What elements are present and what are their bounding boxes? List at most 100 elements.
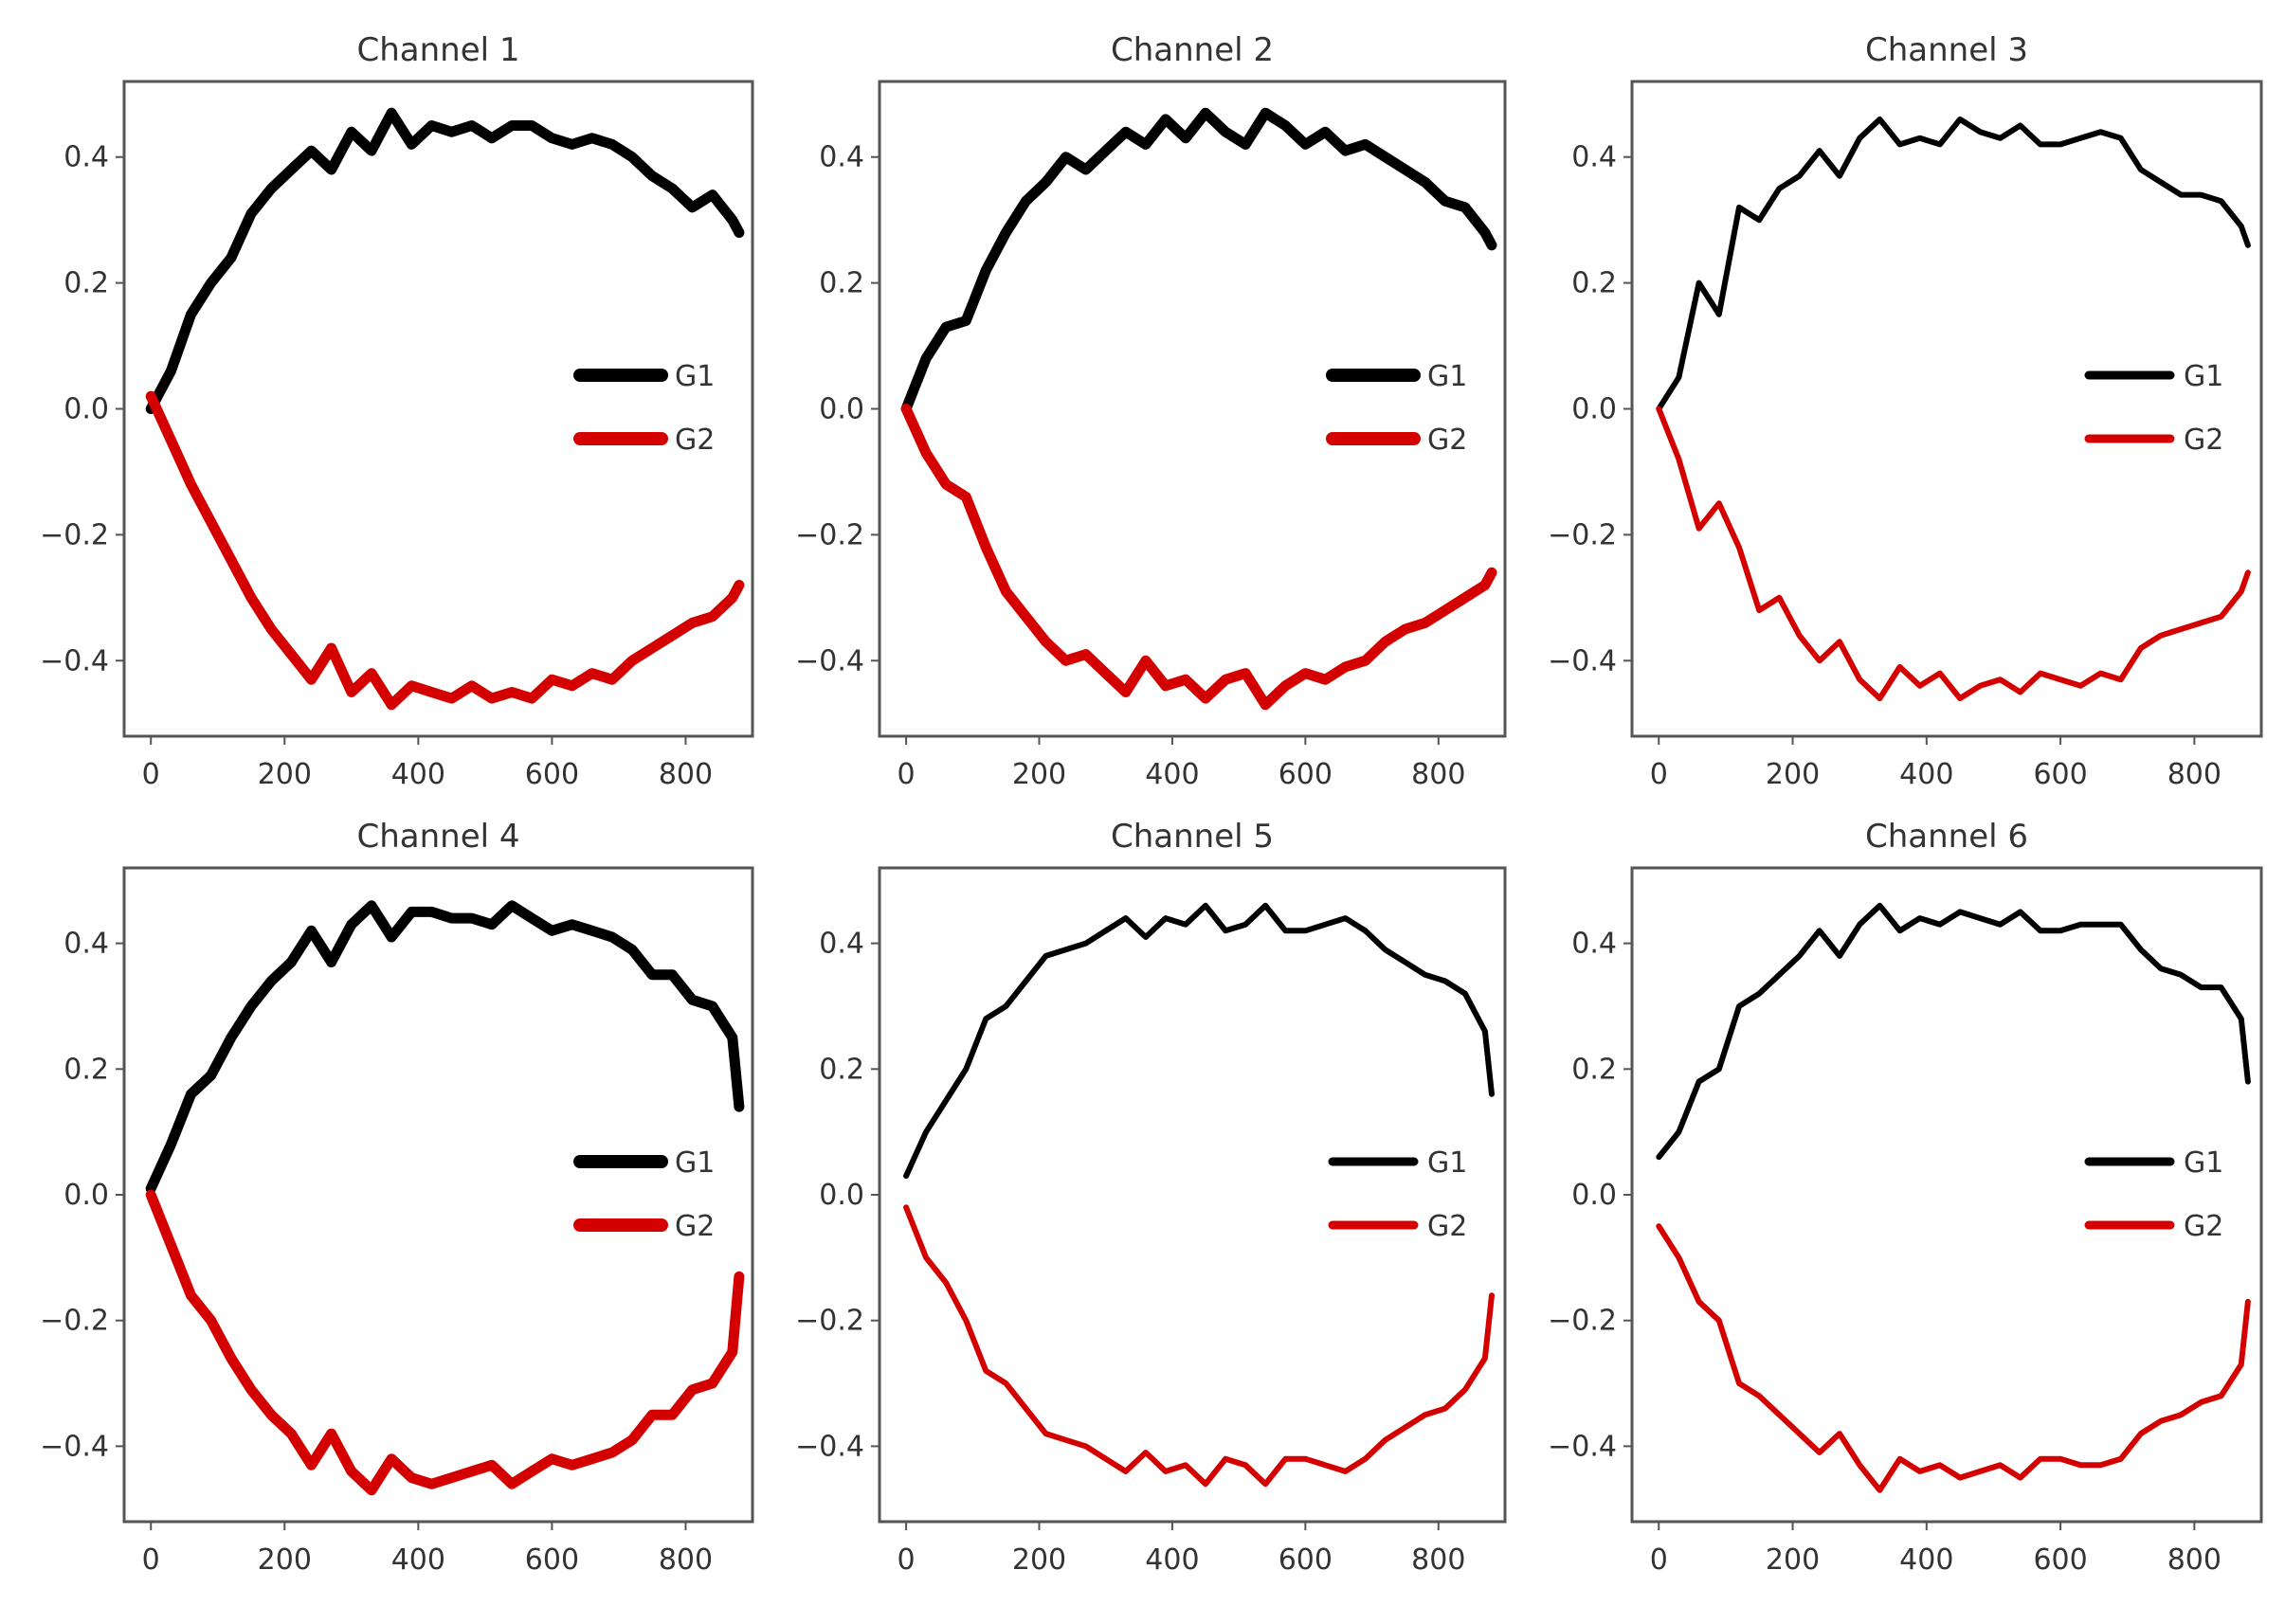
subplot-channel-6: Channel 6 −0.4 −0.2 0.0 0.2 0.4 0 200 400 600 800 G… xyxy=(1548,818,2263,1577)
legend-label: G1 xyxy=(1427,360,1467,393)
y-tick-label: 0.4 xyxy=(63,928,109,961)
subplot-title: Channel 5 xyxy=(1111,818,1274,856)
legend-entry-g2: G2 xyxy=(1328,1210,1467,1243)
axes-frame xyxy=(122,866,754,1524)
y-tick-label: 0.2 xyxy=(1571,1053,1617,1086)
legend-entry-g2: G2 xyxy=(573,424,715,457)
legend-label: G1 xyxy=(675,1146,715,1180)
legend-label: G2 xyxy=(1427,424,1467,457)
x-tick-label: 600 xyxy=(1279,1543,1333,1577)
x-tick-label: 200 xyxy=(258,758,312,791)
legend-entry-g2: G2 xyxy=(573,1210,715,1243)
legend-entry-g1: G1 xyxy=(573,1146,715,1180)
legend-label: G1 xyxy=(1427,1146,1467,1180)
axes-frame xyxy=(1630,80,2263,738)
axes-frame xyxy=(122,80,754,738)
y-tick-label: 0.2 xyxy=(63,267,109,300)
y-tick-label: −0.2 xyxy=(795,518,864,551)
x-tick-label: 800 xyxy=(2167,1543,2222,1577)
series-line-g2 xyxy=(1656,406,2251,702)
legend-label: G1 xyxy=(2184,360,2223,393)
legend-entry-g2: G2 xyxy=(1326,424,1467,457)
x-tick-label: 200 xyxy=(1766,758,1820,791)
x-tick-label: 200 xyxy=(1012,1543,1066,1577)
x-tick-label: 400 xyxy=(391,758,445,791)
y-tick-label: 0.4 xyxy=(819,928,864,961)
x-tick-label: 600 xyxy=(1279,758,1333,791)
series-line-g2 xyxy=(145,390,745,711)
y-tick-label: −0.4 xyxy=(40,644,109,677)
y-tick-label: −0.2 xyxy=(1548,518,1617,551)
legend-label: G2 xyxy=(675,1210,715,1243)
y-tick-label: 0.2 xyxy=(819,1053,864,1086)
y-tick-label: −0.4 xyxy=(795,644,864,677)
series-line-g1 xyxy=(900,107,1497,414)
subplot-channel-1: Channel 1 −0.4 −0.2 0.0 0.2 0.4 0 200 400 600 800 G… xyxy=(40,31,754,791)
series-line-g1 xyxy=(1656,902,2251,1161)
series-line-g2 xyxy=(900,404,1497,711)
x-tick-label: 0 xyxy=(142,1543,160,1577)
legend-label: G2 xyxy=(2184,424,2223,457)
y-tick-label: 0.4 xyxy=(819,141,864,174)
x-tick-label: 600 xyxy=(2033,758,2087,791)
x-tick-label: 0 xyxy=(1650,1543,1668,1577)
legend-label: G2 xyxy=(675,424,715,457)
legend-entry-g1: G1 xyxy=(1326,360,1467,393)
x-tick-label: 600 xyxy=(525,1543,579,1577)
x-tick-label: 400 xyxy=(1899,1543,1953,1577)
y-tick-label: −0.4 xyxy=(795,1430,864,1463)
y-tick-label: 0.0 xyxy=(63,1179,109,1212)
x-tick-label: 200 xyxy=(258,1543,312,1577)
axes-frame xyxy=(878,866,1507,1524)
y-tick-label: 0.4 xyxy=(1571,928,1617,961)
legend-label: G2 xyxy=(2184,1210,2223,1243)
subplot-channel-2: Channel 2 −0.4 −0.2 0.0 0.2 0.4 0 200 400 600 800 G… xyxy=(795,31,1507,791)
series-line-g1 xyxy=(145,900,745,1194)
x-tick-label: 800 xyxy=(1411,1543,1465,1577)
subplot-title: Channel 6 xyxy=(1865,818,2028,856)
legend-entry-g2: G2 xyxy=(2084,424,2223,457)
y-tick-label: −0.2 xyxy=(1548,1305,1617,1338)
y-tick-label: 0.2 xyxy=(1571,267,1617,300)
x-tick-label: 400 xyxy=(1145,758,1199,791)
x-tick-label: 400 xyxy=(1145,1543,1199,1577)
subplot-title: Channel 2 xyxy=(1111,31,1274,69)
x-tick-label: 400 xyxy=(1899,758,1953,791)
subplot-title: Channel 4 xyxy=(356,818,519,856)
subplot-channel-5: Channel 5 −0.4 −0.2 0.0 0.2 0.4 0 200 400 600 800 G… xyxy=(795,818,1507,1577)
y-tick-label: 0.0 xyxy=(819,393,864,426)
series-line-g2 xyxy=(1656,1223,2251,1493)
series-line-g2 xyxy=(145,1189,745,1496)
x-tick-label: 800 xyxy=(2167,758,2222,791)
subplot-channel-3: Channel 3 −0.4 −0.2 0.0 0.2 0.4 0 200 400 600 800 G… xyxy=(1548,31,2263,791)
x-tick-label: 200 xyxy=(1766,1543,1820,1577)
legend-entry-g1: G1 xyxy=(2084,360,2223,393)
y-tick-label: 0.4 xyxy=(63,141,109,174)
x-tick-label: 200 xyxy=(1012,758,1066,791)
series-line-g1 xyxy=(903,902,1495,1180)
legend-label: G2 xyxy=(1427,1210,1467,1243)
y-tick-label: 0.0 xyxy=(1571,393,1617,426)
y-tick-label: −0.4 xyxy=(1548,644,1617,677)
y-tick-label: 0.2 xyxy=(819,267,864,300)
legend-label: G1 xyxy=(2184,1146,2223,1180)
y-tick-label: 0.0 xyxy=(1571,1179,1617,1212)
y-tick-label: −0.2 xyxy=(40,518,109,551)
y-tick-label: 0.0 xyxy=(63,393,109,426)
y-tick-label: −0.4 xyxy=(40,1430,109,1463)
legend-entry-g2: G2 xyxy=(2084,1210,2223,1243)
x-tick-label: 800 xyxy=(659,758,713,791)
x-tick-label: 0 xyxy=(898,758,916,791)
legend-label: G1 xyxy=(675,360,715,393)
y-tick-label: 0.2 xyxy=(63,1053,109,1086)
axes-frame xyxy=(1630,866,2263,1524)
x-tick-label: 800 xyxy=(659,1543,713,1577)
y-tick-label: 0.4 xyxy=(1571,141,1617,174)
x-tick-label: 800 xyxy=(1411,758,1465,791)
series-line-g2 xyxy=(903,1204,1495,1488)
y-tick-label: −0.4 xyxy=(1548,1430,1617,1463)
y-tick-label: −0.2 xyxy=(795,1305,864,1338)
x-tick-label: 600 xyxy=(525,758,579,791)
series-line-g1 xyxy=(145,107,745,414)
